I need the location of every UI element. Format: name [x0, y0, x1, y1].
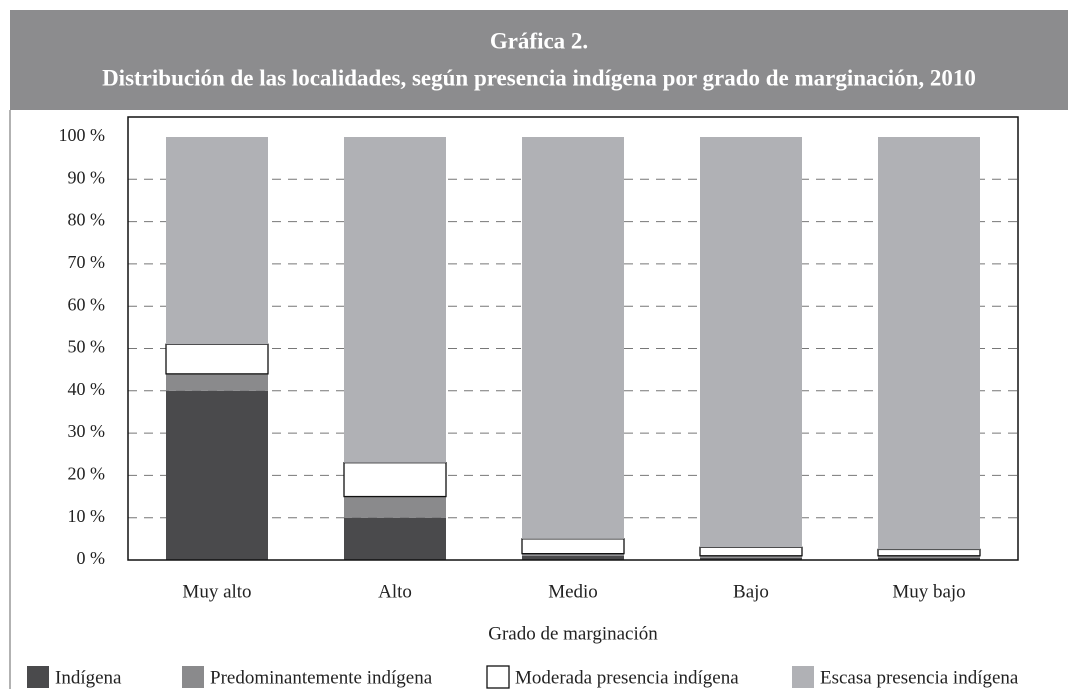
legend-label: Predominantemente indígena — [210, 667, 433, 688]
y-tick-label: 40 % — [68, 379, 106, 399]
bar-segment — [700, 557, 802, 560]
x-axis-label: Grado de marginación — [488, 623, 658, 644]
x-tick-label: Medio — [548, 581, 598, 602]
bar-segment — [344, 496, 446, 518]
legend-swatch — [792, 666, 814, 688]
x-tick-label: Muy alto — [182, 581, 251, 602]
y-tick-label: 90 % — [68, 167, 106, 187]
legend-label: Indígena — [55, 667, 122, 688]
bar-segment — [166, 137, 268, 345]
x-tick-label: Bajo — [733, 581, 769, 602]
header-band — [10, 10, 1068, 110]
bar-segment — [878, 555, 980, 558]
y-tick-label: 80 % — [68, 210, 106, 230]
chart-title: Gráfica 2. — [490, 28, 588, 53]
chart-subtitle: Distribución de las localidades, según p… — [102, 65, 976, 90]
y-tick-label: 0 % — [77, 548, 106, 568]
plot-frame — [127, 116, 1019, 561]
bar-segment — [521, 538, 625, 555]
bar-segment — [522, 553, 624, 556]
y-tick-label: 10 % — [68, 506, 106, 526]
y-tick-label: 50 % — [68, 337, 106, 357]
bar-segment — [522, 555, 624, 560]
bar-segment — [166, 373, 268, 391]
bar-segment — [699, 546, 803, 557]
x-tick-label: Muy bajo — [892, 581, 965, 602]
legend-swatch — [27, 666, 49, 688]
legend-label: Moderada presencia indígena — [515, 667, 739, 688]
y-tick-label: 100 % — [59, 125, 106, 145]
legend-swatch — [182, 666, 204, 688]
bar-segment — [522, 137, 624, 539]
bar-segment — [344, 137, 446, 463]
bar-segment — [344, 517, 446, 560]
bar-segment — [166, 390, 268, 560]
bar-segment — [877, 548, 981, 557]
y-tick-label: 30 % — [68, 421, 106, 441]
y-tick-label: 60 % — [68, 294, 106, 314]
legend-label: Escasa presencia indígena — [820, 667, 1019, 688]
bar-segment — [878, 557, 980, 560]
legend-swatch — [486, 665, 510, 689]
x-tick-label: Alto — [378, 581, 412, 602]
y-tick-label: 20 % — [68, 464, 106, 484]
bar-segment — [165, 343, 269, 375]
bar-segment — [700, 555, 802, 558]
y-tick-label: 70 % — [68, 252, 106, 272]
bar-segment — [878, 137, 980, 550]
bar-segment — [700, 137, 802, 548]
bar-segment — [343, 462, 447, 498]
